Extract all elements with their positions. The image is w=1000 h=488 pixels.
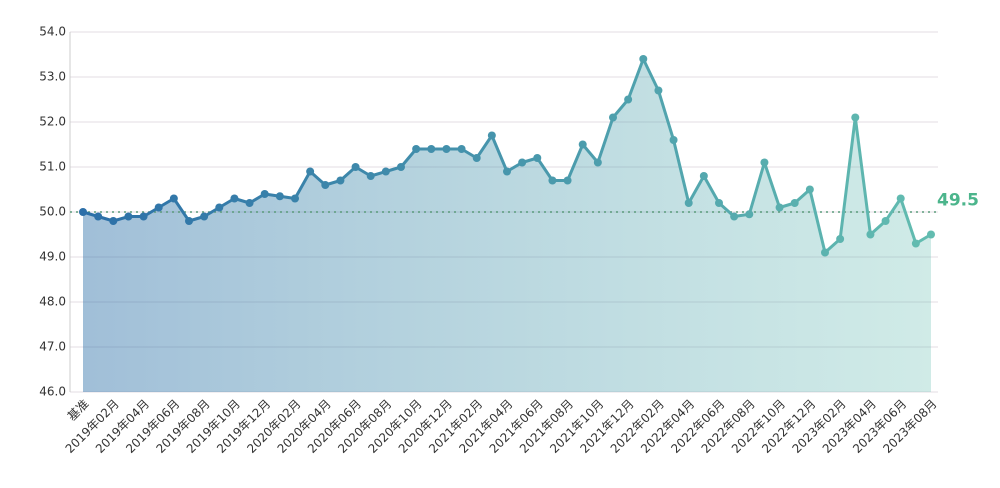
point — [851, 113, 860, 122]
point — [654, 86, 663, 95]
y-tick-label: 52.0 — [39, 115, 66, 129]
y-tick-label: 48.0 — [39, 295, 66, 309]
point — [518, 158, 527, 167]
y-tick-label: 46.0 — [39, 385, 66, 399]
point — [578, 140, 587, 149]
point — [896, 194, 905, 203]
point — [109, 217, 118, 225]
point — [397, 163, 405, 171]
point — [185, 217, 193, 225]
point — [412, 145, 421, 153]
point — [745, 210, 754, 219]
point — [275, 192, 284, 201]
point — [805, 185, 814, 194]
point — [472, 154, 481, 162]
point — [639, 55, 648, 63]
point — [427, 145, 436, 153]
point — [291, 194, 299, 203]
point — [669, 136, 678, 144]
point — [684, 199, 693, 207]
point — [381, 167, 390, 176]
point — [911, 239, 920, 248]
point — [351, 163, 360, 171]
point — [306, 167, 315, 176]
point — [215, 203, 224, 212]
point — [487, 131, 496, 140]
point — [336, 176, 345, 185]
point — [124, 212, 133, 221]
y-tick-label: 49.0 — [39, 250, 66, 264]
point — [154, 203, 163, 212]
point — [321, 181, 330, 189]
point — [548, 176, 557, 185]
y-tick-label: 47.0 — [39, 340, 66, 354]
point — [563, 176, 572, 185]
point — [699, 172, 708, 180]
point — [730, 212, 739, 221]
point — [760, 158, 769, 167]
area — [83, 59, 931, 392]
point — [169, 194, 178, 203]
point — [790, 199, 799, 207]
point — [715, 199, 723, 207]
point — [200, 212, 209, 221]
point — [775, 203, 784, 212]
point — [457, 145, 466, 153]
data-label: 49.5 — [937, 191, 979, 211]
point — [79, 208, 87, 216]
point — [533, 154, 542, 162]
point — [624, 95, 633, 104]
point — [866, 230, 875, 239]
point — [260, 190, 269, 198]
y-tick-label: 53.0 — [39, 70, 66, 84]
point — [503, 167, 511, 176]
point — [230, 194, 239, 203]
point — [139, 212, 148, 221]
x-tick-label: 基准 — [65, 397, 92, 424]
point — [442, 145, 451, 153]
y-tick-label: 50.0 — [39, 205, 66, 219]
point — [927, 230, 935, 239]
point — [245, 199, 254, 207]
y-tick-label: 51.0 — [39, 160, 66, 174]
y-tick-label: 54.0 — [39, 25, 66, 39]
point — [609, 113, 617, 122]
point — [366, 172, 375, 180]
point — [593, 158, 602, 167]
point — [836, 235, 845, 243]
point — [94, 212, 103, 221]
point — [881, 217, 890, 225]
point — [821, 248, 829, 257]
